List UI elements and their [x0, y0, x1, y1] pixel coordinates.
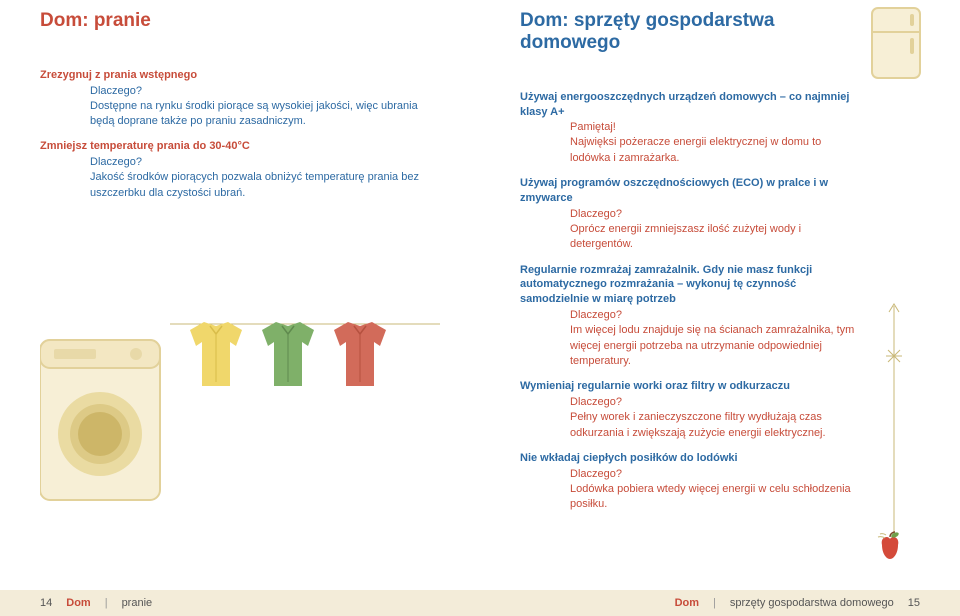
footer-separator: | — [713, 597, 716, 609]
tip-heading: Nie wkładaj ciepłych posiłków do lodówki — [520, 451, 860, 466]
why-label: Dlaczego? — [570, 208, 860, 220]
footer-crumb-domain: Dom — [675, 597, 699, 609]
tip-heading: Zmniejsz temperaturę prania do 30-40°C — [40, 139, 440, 154]
tip-heading: Regularnie rozmrażaj zamrażalnik. Gdy ni… — [520, 263, 860, 308]
tip-block: Zrezygnuj z prania wstępnego Dlaczego? D… — [40, 68, 440, 130]
footer-crumb-topic: sprzęty gospodarstwa domowego — [730, 597, 894, 609]
tip-block: Używaj energooszczędnych urządzeń domowy… — [520, 90, 860, 166]
right-page: Dom: sprzęty gospodarstwa domowego Używa… — [480, 0, 960, 616]
tip-block: Używaj programów oszczędnościowych (ECO)… — [520, 176, 860, 252]
footer-crumb-topic: pranie — [122, 597, 153, 609]
apple-icon — [876, 531, 904, 566]
section-title-right: Dom: sprzęty gospodarstwa domowego — [520, 10, 860, 54]
footer-right: Dom | sprzęty gospodarstwa domowego 15 — [675, 597, 920, 609]
spread: Dom: pranie Zrezygnuj z prania wstępnego… — [0, 0, 960, 616]
tip-heading: Używaj energooszczędnych urządzeń domowy… — [520, 90, 860, 120]
tip-heading: Zrezygnuj z prania wstępnego — [40, 68, 440, 83]
left-page: Dom: pranie Zrezygnuj z prania wstępnego… — [0, 0, 480, 616]
why-label: Dlaczego? — [90, 156, 440, 168]
why-body: Im więcej lodu znajduje się na ścianach … — [570, 323, 860, 369]
section-title-left: Dom: pranie — [40, 10, 440, 32]
why-body: Lodówka pobiera wtedy więcej energii w c… — [570, 482, 860, 513]
tip-heading: Wymieniaj regularnie worki oraz filtry w… — [520, 379, 860, 394]
tip-block: Regularnie rozmrażaj zamrażalnik. Gdy ni… — [520, 263, 860, 370]
why-body: Dostępne na rynku środki piorące są wyso… — [90, 99, 440, 130]
footer-separator: | — [105, 597, 108, 609]
why-body: Oprócz energii zmniejszasz ilość zużytej… — [570, 222, 860, 253]
why-body: Pełny worek i zanieczyszczone filtry wyd… — [570, 410, 860, 441]
laundry-illustration — [40, 310, 440, 510]
footer-crumb-domain: Dom — [66, 597, 90, 609]
why-label: Dlaczego? — [570, 309, 860, 321]
tip-block: Wymieniaj regularnie worki oraz filtry w… — [520, 379, 860, 441]
why-label: Dlaczego? — [570, 396, 860, 408]
tip-block: Zmniejsz temperaturę prania do 30-40°C D… — [40, 139, 440, 201]
tip-heading: Używaj programów oszczędnościowych (ECO)… — [520, 176, 860, 206]
thermometer-line-icon — [886, 300, 898, 530]
why-label: Pamiętaj! — [570, 121, 860, 133]
why-label: Dlaczego? — [570, 468, 860, 480]
page-number-left: 14 — [40, 597, 52, 609]
tip-block: Nie wkładaj ciepłych posiłków do lodówki… — [520, 451, 860, 513]
why-label: Dlaczego? — [90, 85, 440, 97]
page-number-right: 15 — [908, 597, 920, 609]
footer-left: 14 Dom | pranie — [40, 597, 152, 609]
fridge-icon — [870, 6, 922, 80]
page-footer: 14 Dom | pranie Dom | sprzęty gospodarst… — [0, 590, 960, 616]
why-body: Jakość środków piorących pozwala obniżyć… — [90, 170, 440, 201]
why-body: Najwięksi pożeracze energii elektrycznej… — [570, 135, 860, 166]
